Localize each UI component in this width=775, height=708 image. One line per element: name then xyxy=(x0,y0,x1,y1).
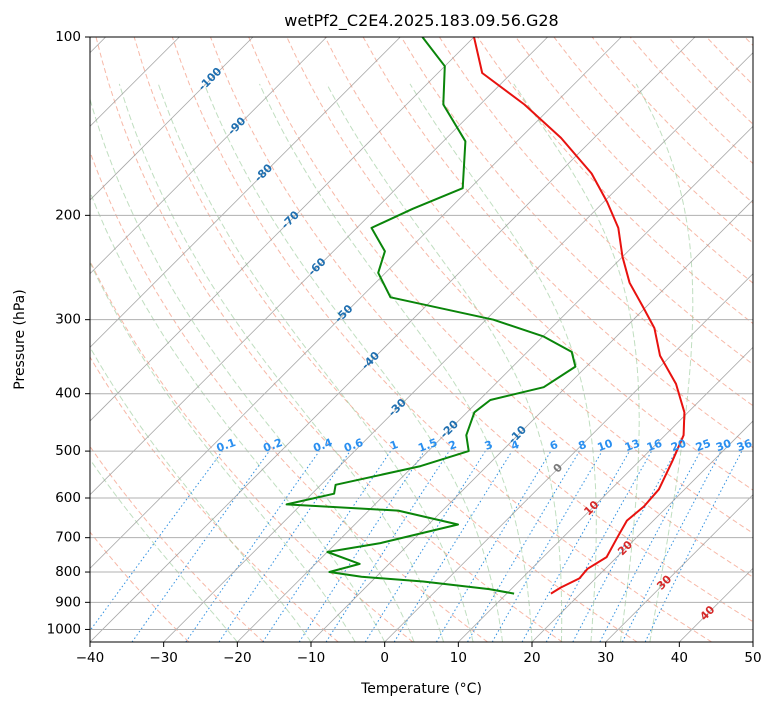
mixing-ratio-line xyxy=(218,450,351,642)
dry-adiabat-line xyxy=(438,37,753,366)
mixing-ratio-label: 10 xyxy=(596,437,615,455)
isotherm-line xyxy=(90,37,548,496)
mixing-ratio-label: 20 xyxy=(669,437,688,455)
y-tick-label: 300 xyxy=(55,312,81,328)
x-tick-label: 40 xyxy=(671,650,688,666)
moist-adiabat-line xyxy=(409,83,597,642)
y-tick-label: 500 xyxy=(55,443,81,459)
y-tick-label: 900 xyxy=(55,594,81,610)
mixing-ratio-label: 1 xyxy=(388,438,400,453)
x-tick-label: −40 xyxy=(76,650,105,666)
y-tick-label: 1000 xyxy=(47,621,81,637)
isotherm-line xyxy=(90,37,327,275)
mixing-ratio-label: 4 xyxy=(509,438,521,453)
mixing-ratio-label: 25 xyxy=(694,437,713,454)
dry-adiabat-line xyxy=(95,37,563,642)
moist-adiabat-line xyxy=(157,83,474,642)
isotherm-line xyxy=(384,273,753,642)
isotherm-line xyxy=(90,37,254,201)
dry-adiabat-line xyxy=(324,37,753,491)
x-tick-label: 10 xyxy=(450,650,467,666)
temperature-profile-line xyxy=(473,37,686,595)
y-tick-label: 700 xyxy=(55,530,81,546)
mixing-ratio-line xyxy=(90,450,223,632)
y-axis-title: Pressure (hPa) xyxy=(12,289,28,389)
x-tick-label: 0 xyxy=(380,650,389,666)
y-tick-label: 600 xyxy=(55,490,81,506)
moist-adiabat-line xyxy=(635,83,694,642)
mixing-ratio-line xyxy=(185,450,320,642)
y-axis: 100 200 300 400 500 600 700 800 900 1000 xyxy=(47,29,90,637)
moist-adiabat-line xyxy=(90,97,415,642)
y-tick-label: 100 xyxy=(55,29,81,45)
dry-adiabat-line xyxy=(90,445,264,642)
mixing-ratio-label: 16 xyxy=(645,437,664,455)
x-tick-label: 50 xyxy=(744,650,761,666)
x-tick-label: −20 xyxy=(223,650,252,666)
dry-adiabat-line xyxy=(248,37,753,578)
x-axis-title: Temperature (°C) xyxy=(360,681,482,697)
x-tick-label: 20 xyxy=(523,650,540,666)
mixing-ratio-line xyxy=(325,450,450,642)
mixing-ratio-line xyxy=(572,450,677,642)
x-axis: −40 −30 −20 −10 0 10 20 30 40 50 xyxy=(76,642,762,666)
dry-adiabat-line xyxy=(90,150,488,642)
moist-adiabat-line xyxy=(90,346,312,642)
chart-title: wetPf2_C2E4.2025.183.09.56.G28 xyxy=(284,11,558,31)
mixing-ratio-line xyxy=(131,450,270,642)
mixing-ratio-label: 2 xyxy=(447,438,459,453)
mixing-ratio-line xyxy=(298,450,425,642)
mixing-ratio-label: 0.2 xyxy=(262,436,285,455)
plot-area xyxy=(90,37,753,642)
profiles xyxy=(285,37,686,595)
y-tick-label: 400 xyxy=(55,386,81,402)
moist-adiabat-line xyxy=(203,83,503,642)
mixing-ratio-label: 36 xyxy=(735,437,754,455)
moist-adiabat-line xyxy=(513,83,640,642)
plot-frame xyxy=(89,36,754,643)
moist-adiabat-line xyxy=(326,83,563,642)
mixing-ratio-label: 6 xyxy=(548,438,560,453)
dry-adiabat-line xyxy=(90,531,190,642)
isotherm-line xyxy=(458,346,753,642)
mixing-ratio-label: 0.1 xyxy=(215,436,238,455)
mixing-ratio-label: 13 xyxy=(623,437,642,454)
isotherm-line xyxy=(310,199,753,642)
isotherm-line xyxy=(90,37,622,569)
mixing-ratio-line xyxy=(521,450,630,642)
dry-adiabat-line xyxy=(210,37,753,623)
dewpoint-profile-line xyxy=(285,37,577,595)
mixing-ratio-label: 1.5 xyxy=(416,436,439,455)
x-tick-label: −30 xyxy=(149,650,178,666)
dry-adiabat-line xyxy=(171,37,712,642)
dry-adiabat-line xyxy=(515,37,753,284)
mixing-ratio-label: 3 xyxy=(483,438,495,453)
mixing-ratio-line xyxy=(545,450,653,642)
moist-adiabat-line xyxy=(90,261,356,642)
y-tick-label: 200 xyxy=(55,207,81,223)
isotherm-line xyxy=(90,37,475,422)
y-tick-label: 800 xyxy=(55,564,81,580)
isotherm-line xyxy=(90,37,696,642)
dry-adiabat-line xyxy=(90,356,339,642)
x-tick-label: −10 xyxy=(297,650,326,666)
mixing-ratio-line xyxy=(393,450,513,642)
mixing-ratio-label: 30 xyxy=(714,437,733,455)
mixing-ratio-label: 0.6 xyxy=(342,436,365,455)
isotherm-line xyxy=(237,125,753,642)
mixing-ratio-label: 8 xyxy=(577,438,589,453)
mixing-ratio-line xyxy=(644,450,743,642)
isotherm-line xyxy=(163,52,753,642)
isotherm-line xyxy=(90,37,401,348)
mixing-ratio-label: 0.4 xyxy=(311,436,334,455)
x-tick-label: 30 xyxy=(597,650,614,666)
background-lines xyxy=(90,37,753,642)
dry-adiabat-line xyxy=(133,37,638,642)
isotherm-line xyxy=(531,420,753,642)
isotherm-line xyxy=(605,494,753,642)
dry-adiabat-line xyxy=(400,37,753,407)
mixing-ratio-line xyxy=(262,450,392,642)
